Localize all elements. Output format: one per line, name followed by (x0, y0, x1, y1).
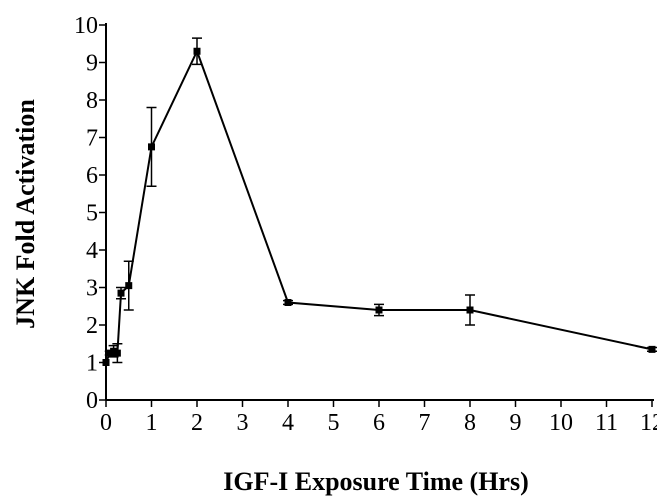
x-axis-title: IGF-I Exposure Time (Hrs) (223, 467, 529, 496)
x-tick-label: 8 (464, 410, 476, 436)
x-tick-label: 10 (549, 410, 573, 436)
data-point (194, 48, 201, 55)
x-axis-ticks: 0123456789101112 (100, 400, 657, 436)
y-tick-label: 3 (86, 276, 98, 302)
plot-area (103, 38, 657, 366)
y-tick-label: 5 (86, 201, 98, 227)
y-tick-label: 6 (86, 163, 98, 189)
x-tick-label: 0 (100, 410, 112, 436)
x-tick-label: 3 (237, 410, 249, 436)
x-tick-label: 12 (640, 410, 657, 436)
y-axis-title: JNK Fold Activation (11, 99, 40, 329)
data-point (376, 307, 383, 314)
x-tick-label: 7 (419, 410, 431, 436)
data-point (467, 307, 474, 314)
y-tick-label: 1 (86, 351, 98, 377)
x-tick-label: 1 (146, 410, 158, 436)
data-point (118, 290, 125, 297)
y-tick-label: 9 (86, 51, 98, 77)
x-tick-label: 2 (191, 410, 203, 436)
x-tick-label: 11 (595, 410, 618, 436)
data-point (103, 359, 110, 366)
x-tick-label: 5 (328, 410, 340, 436)
data-point (285, 299, 292, 306)
y-tick-label: 0 (86, 388, 98, 414)
y-tick-label: 2 (86, 313, 98, 339)
data-point (649, 346, 656, 353)
y-tick-label: 4 (86, 238, 98, 264)
y-axis-ticks: 0 1 2 3 4 5 6 7 8 9 10 (74, 13, 106, 414)
y-tick-label: 10 (74, 13, 98, 39)
data-point (114, 350, 121, 357)
data-point (125, 282, 132, 289)
x-tick-label: 9 (510, 410, 522, 436)
axes (106, 23, 654, 400)
y-tick-label: 8 (86, 88, 98, 114)
x-tick-label: 4 (282, 410, 294, 436)
y-tick-label: 7 (86, 126, 98, 152)
x-tick-label: 6 (373, 410, 385, 436)
data-point (148, 143, 155, 150)
